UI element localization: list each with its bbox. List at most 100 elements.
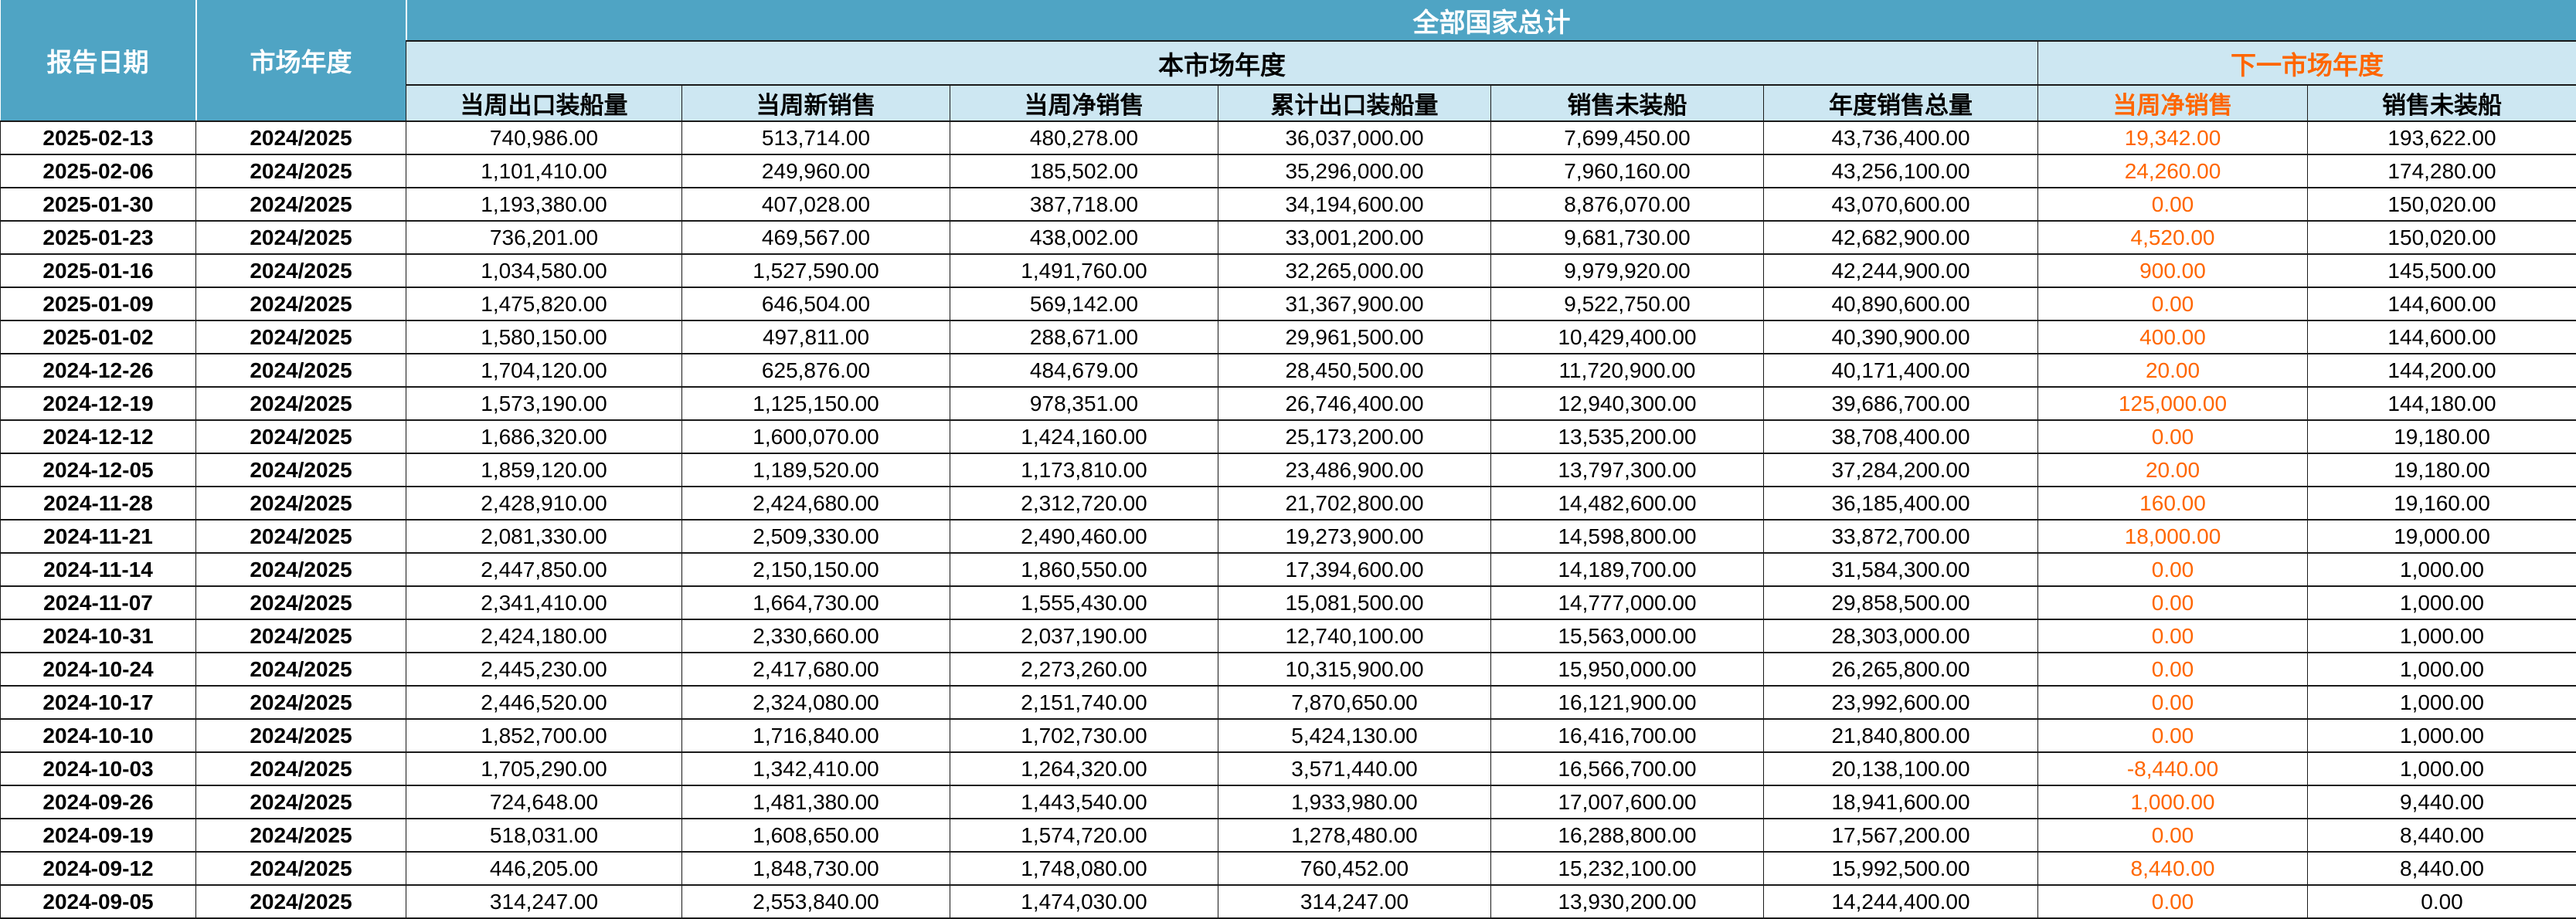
cell-value: 1,000.00	[2038, 785, 2308, 819]
cell-market-year: 2024/2025	[196, 553, 406, 586]
cell-value: 15,992,500.00	[1764, 852, 2038, 885]
cell-value: 446,205.00	[406, 852, 682, 885]
cell-value: 23,992,600.00	[1764, 686, 2038, 719]
cell-value: 29,961,500.00	[1218, 320, 1491, 354]
cell-value: 249,960.00	[682, 154, 950, 188]
cell-value: 2,312,720.00	[950, 487, 1218, 520]
cell-value: 1,101,410.00	[406, 154, 682, 188]
cell-value: 0.00	[2038, 586, 2308, 619]
cell-value: 32,265,000.00	[1218, 254, 1491, 287]
cell-market-year: 2024/2025	[196, 719, 406, 752]
cell-value: 8,440.00	[2038, 852, 2308, 885]
cell-value: 193,622.00	[2308, 121, 2576, 154]
cell-value: 1,000.00	[2308, 653, 2576, 686]
cell-value: 40,890,600.00	[1764, 287, 2038, 320]
cell-value: 25,173,200.00	[1218, 420, 1491, 453]
cell-value: 1,342,410.00	[682, 752, 950, 785]
cell-value: 0.00	[2038, 619, 2308, 653]
cell-market-year: 2024/2025	[196, 387, 406, 420]
cell-value: 144,600.00	[2308, 287, 2576, 320]
cell-value: 513,714.00	[682, 121, 950, 154]
col-header-next-weekly-net-sales: 当周净销售	[2038, 85, 2308, 121]
cell-market-year: 2024/2025	[196, 453, 406, 487]
cell-report-date: 2024-10-10	[1, 719, 196, 752]
cell-value: 19,160.00	[2308, 487, 2576, 520]
cell-value: 26,265,800.00	[1764, 653, 2038, 686]
header-row-title: 报告日期 市场年度 全部国家总计	[1, 0, 2576, 41]
cell-value: 43,256,100.00	[1764, 154, 2038, 188]
cell-value: 9,979,920.00	[1491, 254, 1764, 287]
col-header-weekly-new-sales: 当周新销售	[682, 85, 950, 121]
cell-value: 438,002.00	[950, 221, 1218, 254]
cell-value: 1,664,730.00	[682, 586, 950, 619]
cell-report-date: 2025-02-06	[1, 154, 196, 188]
cell-value: 518,031.00	[406, 819, 682, 852]
cell-report-date: 2024-09-12	[1, 852, 196, 885]
cell-value: 740,986.00	[406, 121, 682, 154]
cell-value: 1,475,820.00	[406, 287, 682, 320]
cell-value: 2,424,680.00	[682, 487, 950, 520]
cell-value: 1,686,320.00	[406, 420, 682, 453]
cell-report-date: 2024-09-19	[1, 819, 196, 852]
cell-value: 9,440.00	[2308, 785, 2576, 819]
cell-value: 1,859,120.00	[406, 453, 682, 487]
cell-value: 10,429,400.00	[1491, 320, 1764, 354]
cell-report-date: 2024-10-31	[1, 619, 196, 653]
cell-report-date: 2025-01-09	[1, 287, 196, 320]
cell-value: 31,584,300.00	[1764, 553, 2038, 586]
cell-value: 1,443,540.00	[950, 785, 1218, 819]
cell-value: 145,500.00	[2308, 254, 2576, 287]
cell-market-year: 2024/2025	[196, 420, 406, 453]
cell-value: 1,125,150.00	[682, 387, 950, 420]
table-title: 全部国家总计	[406, 0, 2576, 41]
cell-value: 2,509,330.00	[682, 520, 950, 553]
cell-market-year: 2024/2025	[196, 619, 406, 653]
cell-value: 17,007,600.00	[1491, 785, 1764, 819]
cell-report-date: 2024-10-03	[1, 752, 196, 785]
cell-value: 1,000.00	[2308, 719, 2576, 752]
cell-value: 1,189,520.00	[682, 453, 950, 487]
cell-value: 314,247.00	[406, 885, 682, 918]
cell-market-year: 2024/2025	[196, 586, 406, 619]
cell-value: 16,566,700.00	[1491, 752, 1764, 785]
cell-value: 14,482,600.00	[1491, 487, 1764, 520]
cell-value: 5,424,130.00	[1218, 719, 1491, 752]
cell-value: 1,608,650.00	[682, 819, 950, 852]
cell-market-year: 2024/2025	[196, 852, 406, 885]
cell-value: 37,284,200.00	[1764, 453, 2038, 487]
cell-value: 1,704,120.00	[406, 354, 682, 387]
cell-value: 28,303,000.00	[1764, 619, 2038, 653]
cell-value: 14,598,800.00	[1491, 520, 1764, 553]
cell-value: 497,811.00	[682, 320, 950, 354]
cell-value: 13,930,200.00	[1491, 885, 1764, 918]
cell-value: 14,189,700.00	[1491, 553, 1764, 586]
cell-value: 3,571,440.00	[1218, 752, 1491, 785]
cell-value: 0.00	[2038, 719, 2308, 752]
cell-value: 1,424,160.00	[950, 420, 1218, 453]
cell-value: 0.00	[2038, 287, 2308, 320]
cell-value: 0.00	[2038, 885, 2308, 918]
cell-report-date: 2024-11-14	[1, 553, 196, 586]
cell-value: 43,736,400.00	[1764, 121, 2038, 154]
cell-value: 1,600,070.00	[682, 420, 950, 453]
cell-value: 2,428,910.00	[406, 487, 682, 520]
col-header-market-year: 市场年度	[196, 0, 406, 121]
cell-report-date: 2025-01-30	[1, 188, 196, 221]
cell-report-date: 2024-12-19	[1, 387, 196, 420]
cell-value: 2,490,460.00	[950, 520, 1218, 553]
cell-value: 288,671.00	[950, 320, 1218, 354]
cell-value: 2,446,520.00	[406, 686, 682, 719]
cell-value: 20.00	[2038, 453, 2308, 487]
col-header-sales-not-shipped: 销售未装船	[1491, 85, 1764, 121]
cell-value: 2,417,680.00	[682, 653, 950, 686]
cell-value: 4,520.00	[2038, 221, 2308, 254]
cell-value: 0.00	[2038, 653, 2308, 686]
cell-value: 2,447,850.00	[406, 553, 682, 586]
